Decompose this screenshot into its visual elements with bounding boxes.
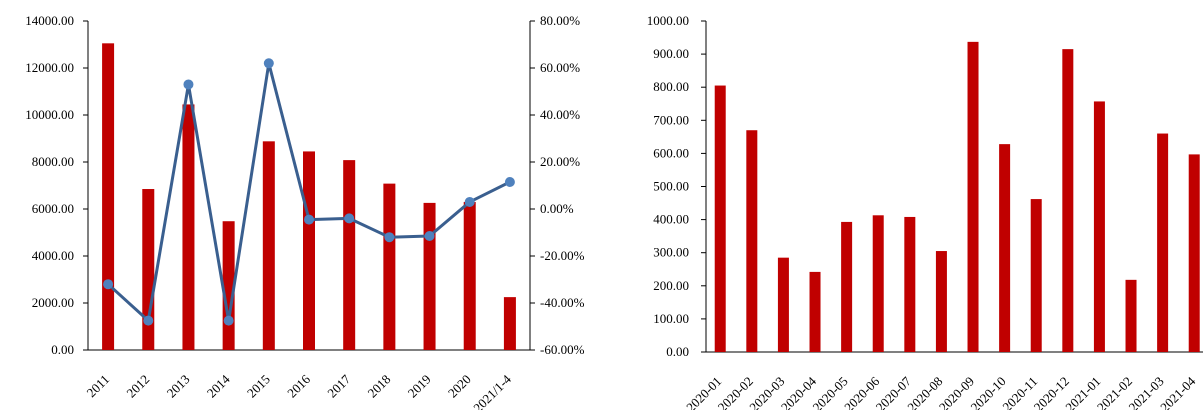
left-tick-label: 100.00 — [653, 311, 689, 326]
left-tick-label: 800.00 — [653, 79, 689, 94]
growth-point-2013 — [183, 79, 194, 90]
chart-annual-sales: 0.00 2000.00 4000.00 6000.00 8000.00 10000.00… — [25, 13, 584, 410]
bar-2020-02 — [746, 130, 758, 352]
bar-2021-02 — [1125, 279, 1137, 352]
bar-2020-05 — [841, 221, 853, 352]
x-tick-label: 2015 — [244, 372, 273, 401]
bar-2020-08 — [935, 251, 947, 352]
growth-point-2016 — [304, 214, 314, 225]
left-tick-label: 8000.00 — [32, 154, 74, 169]
bar-2017 — [343, 160, 356, 350]
growth-point-2014 — [223, 315, 234, 326]
x-tick-label: 2021-04 — [1157, 373, 1199, 410]
growth-point-2011 — [103, 279, 114, 290]
bar-2020-10 — [999, 144, 1011, 352]
left-tick-label: 900.00 — [653, 46, 689, 61]
bar-2021/1-4 — [503, 297, 516, 350]
bar-2016 — [303, 151, 315, 350]
left-tick-label: 12000.00 — [25, 60, 74, 75]
right-tick-label: -60.00% — [540, 342, 585, 357]
growth-point-2012 — [143, 315, 154, 326]
growth-point-2015 — [263, 58, 274, 69]
left-tick-label: 700.00 — [653, 112, 689, 127]
left-tick-label: 500.00 — [653, 179, 689, 194]
x-tick-label: 2016 — [284, 371, 313, 400]
right-tick-label: 60.00% — [540, 60, 580, 75]
bar-2020-03 — [777, 257, 789, 352]
right-tick-label: 20.00% — [540, 154, 580, 169]
x-tick-label: 2012 — [123, 372, 152, 401]
bar-2020-09 — [967, 41, 979, 353]
left-tick-label: 10000.00 — [25, 107, 74, 122]
right-tick-label: 40.00% — [540, 107, 580, 122]
x-tick-label: 2021/1-4 — [470, 371, 514, 410]
x-tick-label: 2011 — [84, 372, 113, 401]
bar-2021-01 — [1093, 101, 1105, 352]
bar-2020-06 — [872, 215, 884, 352]
x-tick-label: 2013 — [164, 372, 193, 401]
right-tick-label: 80.00% — [540, 13, 580, 28]
left-tick-label: 200.00 — [653, 278, 689, 293]
left-tick-label: 14000.00 — [25, 13, 74, 28]
bar-2012 — [142, 189, 155, 350]
x-tick-label: 2020 — [445, 372, 474, 401]
x-tick-label: 2017 — [324, 371, 353, 400]
growth-point-2021/1-4 — [504, 176, 515, 187]
x-tick-label: 2019 — [405, 372, 434, 401]
bar-2020-07 — [904, 216, 916, 352]
left-tick-label: 1000.00 — [647, 13, 689, 28]
x-tick-label: 2014 — [204, 371, 233, 400]
left-tick-label: 300.00 — [653, 245, 689, 260]
bar-2018 — [383, 183, 396, 350]
left-tick-label: 400.00 — [653, 212, 689, 227]
bar-2020-01 — [714, 85, 726, 353]
growth-point-2018 — [384, 232, 395, 243]
bar-2020-11 — [1030, 199, 1042, 352]
bar-2020-12 — [1062, 49, 1074, 352]
bar-2020-04 — [809, 271, 821, 352]
growth-point-2019 — [424, 231, 435, 242]
right-tick-label: -20.00% — [540, 248, 585, 263]
x-tick-label: 2018 — [364, 372, 393, 401]
left-tick-label: 600.00 — [653, 145, 689, 160]
bar-2021-04 — [1188, 154, 1200, 352]
bar-2013 — [182, 104, 195, 350]
chart-monthly-sales: 0.00 100.00 200.00 300.00 400.00 500.00 600.00… — [647, 13, 1203, 410]
growth-point-2017 — [344, 213, 355, 224]
bar-2015 — [262, 141, 275, 350]
right-tick-label: 0.00% — [540, 201, 574, 216]
right-tick-label: -40.00% — [540, 295, 585, 310]
left-tick-label: 0.00 — [666, 344, 689, 359]
bar-2020 — [463, 201, 476, 350]
left-tick-label: 0.00 — [51, 342, 74, 357]
left-tick-label: 6000.00 — [32, 201, 74, 216]
bar-2021-03 — [1157, 133, 1169, 352]
bar-2019 — [423, 202, 436, 350]
bar-2011 — [102, 43, 115, 350]
growth-point-2020 — [464, 196, 475, 207]
left-tick-label: 2000.00 — [32, 295, 74, 310]
left-tick-label: 4000.00 — [32, 248, 74, 263]
